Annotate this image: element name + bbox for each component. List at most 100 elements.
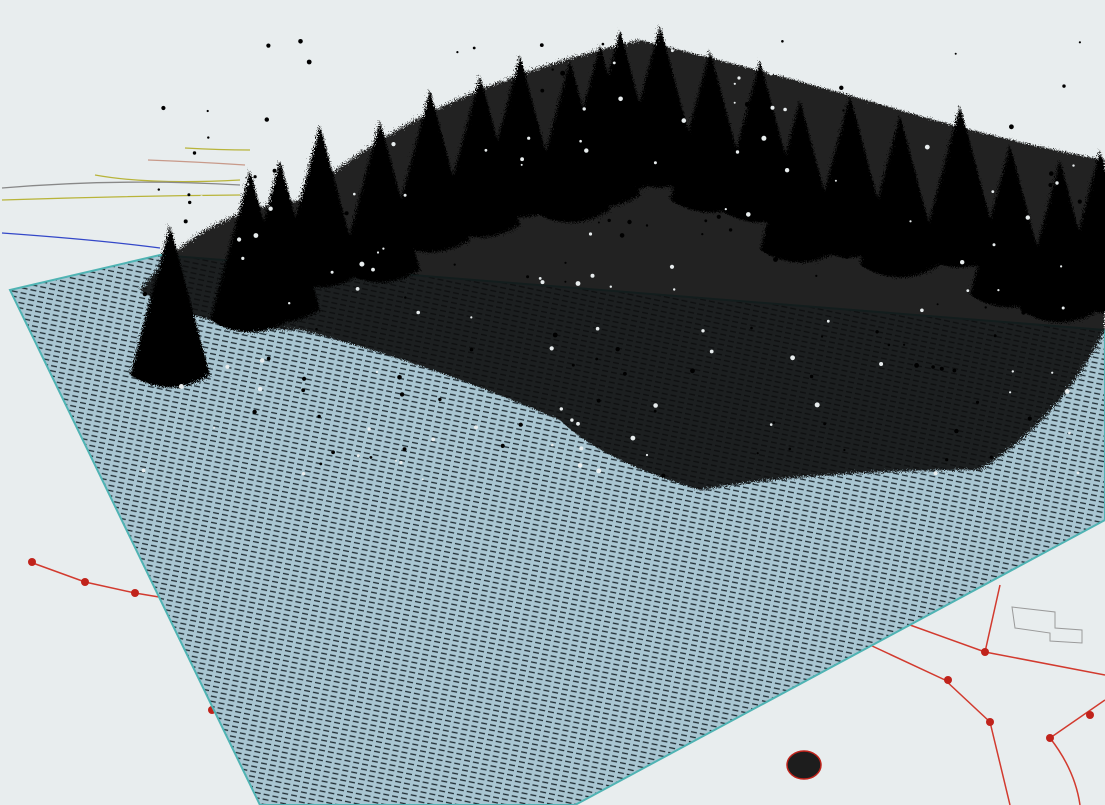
point — [934, 471, 938, 475]
point — [1068, 432, 1071, 435]
point — [631, 436, 636, 441]
point — [260, 358, 265, 363]
point — [646, 224, 648, 226]
point — [1009, 391, 1011, 393]
point — [395, 460, 397, 462]
node — [1086, 711, 1094, 719]
point — [654, 161, 657, 164]
node — [986, 718, 994, 726]
point — [213, 427, 215, 429]
point — [815, 275, 817, 277]
node — [944, 676, 952, 684]
point — [301, 55, 303, 57]
node — [1046, 734, 1054, 742]
point — [1028, 417, 1032, 421]
point — [281, 112, 284, 115]
point — [1062, 84, 1065, 87]
point — [583, 107, 586, 110]
point — [1081, 242, 1083, 244]
point — [318, 173, 320, 175]
point — [1009, 124, 1014, 129]
point — [875, 330, 878, 333]
point — [252, 122, 255, 125]
point — [319, 463, 322, 466]
point — [345, 211, 349, 215]
point — [616, 347, 620, 351]
point — [598, 222, 600, 224]
point — [704, 219, 707, 222]
point — [920, 309, 924, 313]
point — [231, 131, 235, 135]
point — [142, 469, 146, 473]
point — [157, 174, 161, 178]
point — [473, 47, 476, 50]
point — [925, 145, 930, 150]
point — [404, 296, 406, 298]
point — [400, 392, 404, 396]
point — [560, 71, 565, 76]
point — [953, 369, 957, 373]
point — [241, 257, 244, 260]
point — [1065, 389, 1070, 394]
point — [1072, 164, 1074, 166]
point — [1078, 200, 1082, 204]
point — [158, 188, 160, 190]
point — [237, 237, 241, 241]
point — [671, 49, 674, 52]
point — [602, 43, 605, 46]
point — [737, 76, 740, 79]
node — [28, 558, 36, 566]
point — [579, 446, 583, 450]
point — [149, 188, 153, 192]
point — [842, 109, 844, 111]
point — [541, 280, 545, 284]
point — [971, 221, 974, 224]
point — [596, 327, 600, 331]
point — [976, 401, 979, 404]
point — [903, 344, 905, 346]
point — [501, 444, 505, 448]
point — [521, 164, 523, 166]
point — [391, 142, 395, 146]
marker — [787, 751, 821, 779]
point — [572, 364, 575, 367]
point — [777, 40, 780, 43]
point — [564, 281, 566, 283]
point — [898, 49, 901, 52]
point — [560, 407, 563, 410]
point — [810, 375, 813, 378]
point — [570, 418, 573, 421]
point — [270, 152, 274, 156]
point — [603, 84, 606, 87]
point — [138, 253, 141, 256]
point — [576, 422, 580, 426]
point — [1021, 310, 1025, 314]
point — [761, 136, 766, 141]
point — [745, 102, 750, 107]
page: (() => { const data = JSON.parse(documen… — [0, 0, 1105, 805]
point — [770, 423, 773, 426]
point — [161, 106, 165, 110]
point — [254, 233, 259, 238]
point — [613, 62, 616, 65]
point — [991, 190, 994, 193]
point — [653, 403, 658, 408]
point — [1074, 117, 1076, 119]
point — [725, 208, 727, 210]
point — [367, 427, 370, 430]
point — [404, 194, 407, 197]
point — [746, 212, 751, 217]
point — [511, 148, 514, 151]
point — [266, 44, 270, 48]
point — [298, 39, 303, 44]
point — [456, 51, 458, 53]
point — [661, 474, 665, 478]
point — [815, 402, 820, 407]
point — [692, 122, 696, 126]
point — [464, 84, 468, 88]
point — [550, 346, 554, 350]
point — [843, 449, 845, 451]
point — [1077, 471, 1080, 474]
point — [416, 311, 420, 315]
point — [892, 161, 896, 165]
